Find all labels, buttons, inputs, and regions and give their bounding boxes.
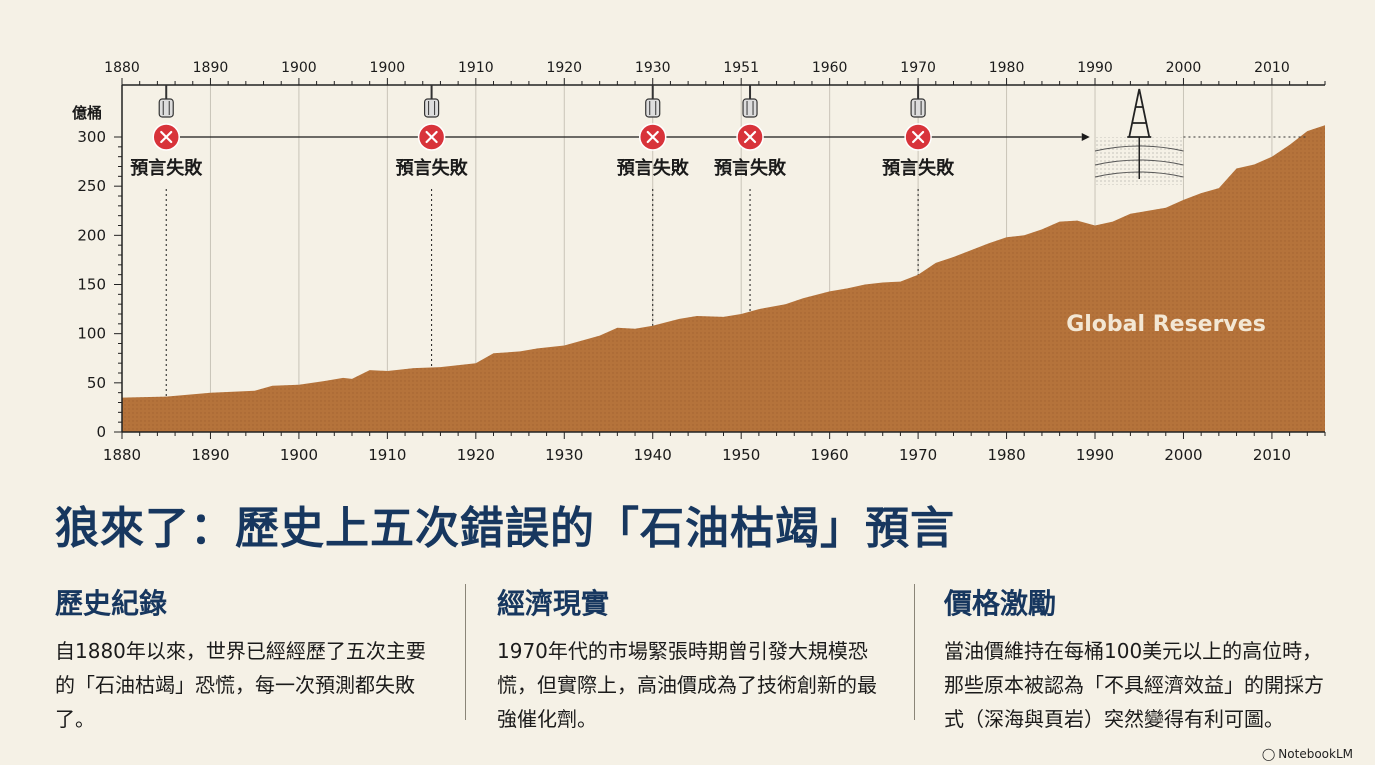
x-tick-label: 1910 [368,446,406,464]
column-price: 價格激勵 當油價維持在每桶100美元以上的高位時，那些原本被認為「不具經濟效益」… [944,582,1334,736]
page-title: 狼來了：歷史上五次錯誤的「石油枯竭」預言 [55,503,955,554]
oil-rig-icon [1094,88,1308,185]
x-tick-label: 2000 [1164,446,1202,464]
prediction-label: 預言失敗 [714,157,787,179]
fail-cross [912,130,925,144]
top-tick-label: 1970 [900,60,936,76]
y-tick-label: 300 [77,128,106,146]
x-tick-label: 1970 [899,446,937,464]
prediction-label: 預言失敗 [882,157,955,179]
y-tick-label: 200 [77,226,106,244]
column-body-economy: 1970年代的市場緊張時期曾引發大規模恐慌，但實際上，高油價成為了技術創新的最強… [497,639,877,731]
x-tick-label: 1900 [280,446,318,464]
x-tick-label: 1940 [634,446,672,464]
axes-layer [121,78,1326,439]
top-tick-label: 1910 [458,60,494,76]
top-tick-label: 1930 [635,60,671,76]
top-tick-label: 1990 [1077,60,1113,76]
prediction-markers: 預言失敗 預言失敗 預言失敗 預言失敗 預言失敗 [130,85,1090,397]
y-tick-label: 0 [96,423,106,441]
x-tick-label: 1930 [545,446,583,464]
y-tick-label: 250 [77,177,106,195]
drill-bit-icon [158,85,174,118]
top-tick-label: 1890 [193,60,229,76]
fail-cross [743,130,757,144]
y-axis-ticks: 0 50 100 150 200 250 300 [77,128,122,441]
drill-head [158,98,174,118]
prediction-label: 預言失敗 [396,157,469,179]
drill-head [910,98,926,118]
column-divider [914,584,915,720]
drill-bit-icon [910,85,926,118]
brand-mark: ◯ NotebookLM [1262,747,1353,761]
reserves-area-texture [122,125,1325,432]
x-tick-label: 1990 [1076,446,1114,464]
x-tick-label: 1960 [811,446,849,464]
column-heading-economy: 經濟現實 [497,587,610,620]
column-economy: 經濟現實 1970年代的市場緊張時期曾引發大規模恐慌，但實際上，高油價成為了技術… [497,582,887,736]
top-axis-ticks: 1880 1890 1900 1900 1910 1920 1930 1951 1960 1970… [104,60,1290,76]
column-heading-price: 價格激勵 [944,587,1057,620]
x-tick-label: 1920 [457,446,495,464]
column-heading-history: 歷史紀錄 [55,587,168,620]
y-axis-label: 億桶 [72,104,102,122]
reserves-area-layer [122,125,1325,432]
x-tick-label: 1950 [722,446,760,464]
x-circle-icon [904,123,932,151]
timeline-arrow-head [1081,133,1090,141]
x-tick-label: 1980 [987,446,1025,464]
top-tick-label: 1900 [281,60,317,76]
top-tick-label: 2000 [1166,60,1202,76]
series-label: Global Reserves [1066,312,1266,337]
drill-head [645,98,661,118]
top-tick-label: 2010 [1254,60,1290,76]
column-divider [465,584,466,720]
drill-head [423,98,440,118]
top-tick-label: 1951 [723,60,759,76]
y-tick-label: 50 [87,374,106,392]
y-tick-label: 150 [77,276,106,294]
column-body-price: 當油價維持在每桶100美元以上的高位時，那些原本被認為「不具經濟效益」的開採方式… [944,639,1324,731]
x-tick-label: 1890 [191,446,229,464]
top-tick-label: 1880 [104,60,140,76]
drill-bit-icon [423,85,440,118]
notebooklm-icon: ◯ [1261,747,1276,761]
fail-cross [425,130,438,144]
brand-label: NotebookLM [1278,747,1353,761]
x-tick-label: 2010 [1253,446,1291,464]
drill-bit-icon [742,85,758,118]
bottom-axis-ticks: 1880 1890 1900 1910 1920 1930 1940 1950 1960 1970… [103,446,1291,464]
oil-reserves-chart: 1880 1890 1900 1900 1910 1920 1930 1951 1960 1970… [72,60,1326,464]
y-tick-label: 100 [77,325,106,343]
column-history: 歷史紀錄 自1880年以來，世界已經經歷了五次主要的「石油枯竭」恐慌，每一次預測… [55,582,445,736]
x-circle-icon [152,123,180,151]
top-tick-label: 1900 [370,60,406,76]
fail-cross [160,130,173,144]
x-tick-label: 1880 [103,446,141,464]
top-tick-label: 1960 [812,60,848,76]
column-body-history: 自1880年以來，世界已經經歷了五次主要的「石油枯竭」恐慌，每一次預測都失敗了。 [55,639,426,731]
fail-cross [646,130,659,144]
drill-head [742,98,758,118]
prediction-label: 預言失敗 [130,157,203,179]
top-tick-label: 1980 [989,60,1025,76]
drill-bit-icon [645,85,661,118]
top-tick-label: 1920 [546,60,582,76]
x-circle-icon [417,123,446,151]
x-circle-icon [638,123,667,151]
prediction-label: 預言失敗 [617,157,690,179]
rig-derrick [1127,88,1152,138]
x-circle-icon [736,123,764,151]
